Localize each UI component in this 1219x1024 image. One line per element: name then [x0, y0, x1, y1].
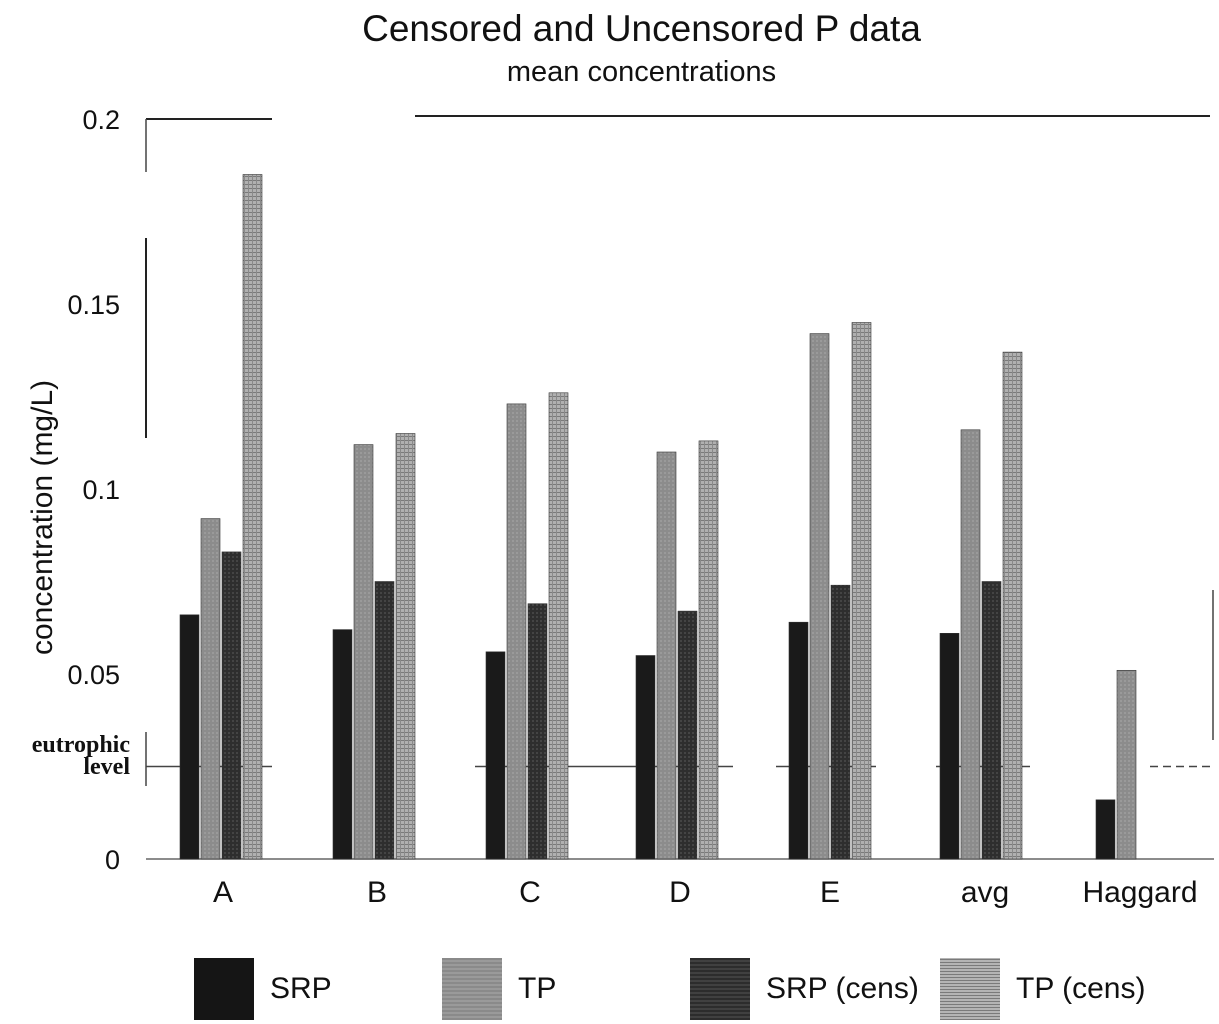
bar-tp — [809, 333, 830, 860]
legend-item-tp: TP — [442, 958, 556, 1020]
legend-label-tp: TP — [518, 972, 557, 1005]
bar-srp — [179, 614, 200, 860]
legend-label-tp-cens: TP (cens) — [1016, 972, 1146, 1005]
y-tick-label: 0.2 — [82, 105, 120, 135]
bar-tp — [960, 429, 981, 860]
bar-srp-cens — [374, 581, 395, 860]
bar-srp-cens — [221, 551, 242, 860]
bar-srp — [939, 632, 960, 860]
bar-tp-cens — [698, 440, 719, 860]
bar-tp-cens — [548, 392, 569, 860]
y-tick-label: 0.05 — [67, 660, 120, 690]
eutrophic-level-label: eutrophic level — [31, 732, 130, 780]
chart-subtitle: mean concentrations — [506, 56, 777, 88]
bar-tp-cens — [851, 322, 872, 860]
x-tick-label: Haggard — [1082, 876, 1197, 909]
legend-swatch-srp-cens — [690, 958, 750, 1020]
bar-srp — [788, 621, 809, 860]
x-tick-label: avg — [961, 876, 1009, 909]
x-tick-label: E — [820, 876, 840, 909]
legend-label-srp: SRP — [270, 972, 332, 1005]
legend: SRP TP SRP (cens) TP (cens) — [0, 958, 1219, 1024]
bar-srp — [1095, 799, 1116, 860]
bar-tp — [506, 403, 527, 860]
bar-srp — [332, 629, 353, 860]
bar-tp-cens — [1002, 351, 1023, 860]
legend-swatch-srp — [194, 958, 254, 1020]
bar-tp — [656, 451, 677, 860]
bar-srp-cens — [830, 584, 851, 860]
bar-srp-cens — [527, 603, 548, 860]
bar-srp — [635, 655, 656, 860]
legend-label-srp-cens: SRP (cens) — [766, 972, 919, 1005]
x-tick-label: C — [519, 876, 541, 909]
bar-tp — [353, 444, 374, 860]
legend-swatch-tp — [442, 958, 502, 1020]
bar-tp — [1116, 669, 1137, 860]
legend-item-srp: SRP — [194, 958, 332, 1020]
bar-srp-cens — [677, 610, 698, 860]
y-tick-label: 0.1 — [82, 475, 120, 505]
bar-tp — [200, 518, 221, 860]
y-tick-label: 0.15 — [67, 290, 120, 320]
legend-item-srp-cens: SRP (cens) — [690, 958, 919, 1020]
legend-item-tp-cens: TP (cens) — [940, 958, 1145, 1020]
chart-title: Censored and Uncensored P data — [362, 8, 921, 49]
bar-srp-cens — [981, 581, 1002, 860]
bar-tp-cens — [242, 174, 263, 860]
x-tick-label: B — [367, 876, 387, 909]
x-tick-label: A — [213, 876, 233, 909]
x-tick-label: D — [669, 876, 691, 909]
bar-tp-cens — [395, 433, 416, 860]
y-tick-label: 0 — [105, 845, 120, 875]
legend-swatch-tp-cens — [940, 958, 1000, 1020]
bar-srp — [485, 651, 506, 860]
